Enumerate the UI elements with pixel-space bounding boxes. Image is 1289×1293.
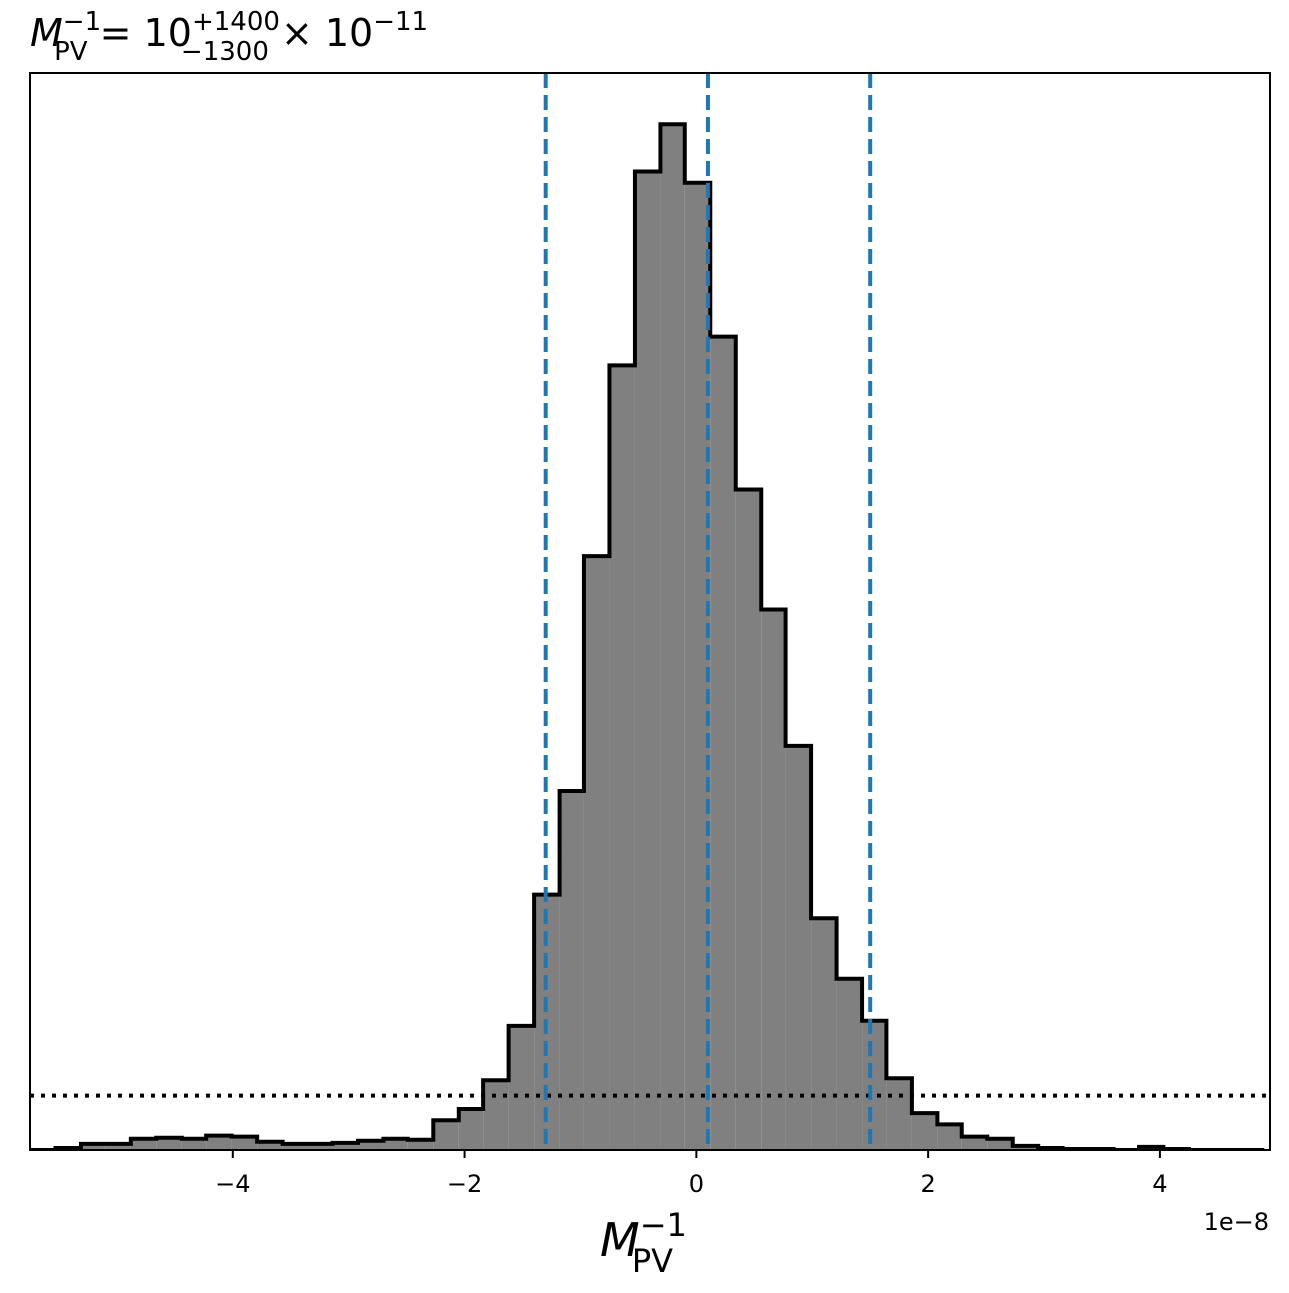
plot-frame [29,72,1271,1151]
histogram-bar [735,489,762,1150]
histogram-bar [660,124,685,1150]
histogram-bar [80,1143,106,1150]
histogram-bar [181,1138,207,1150]
histogram-bar [987,1138,1013,1150]
chart-title: M−1 PV = 10+1400 −1300 × 10−11 [30,7,428,67]
histogram-bar [862,1020,887,1150]
histogram-bar [937,1124,962,1150]
x-tick-label: 2 [920,1170,935,1198]
histogram-outline [30,122,1265,1150]
histogram-bar [886,1078,912,1150]
histogram-bar [306,1143,333,1150]
histogram-bar [710,336,736,1150]
x-axis-offset-label: 1e−8 [1204,1208,1269,1236]
histogram-bar [508,1025,535,1150]
x-tick-label: −2 [447,1170,482,1198]
histogram-bar [383,1138,408,1150]
histogram-bar [357,1140,384,1150]
histogram-bar [583,556,610,1150]
histogram-bar [332,1142,358,1150]
histogram-bar [257,1141,283,1150]
histogram-bar [811,918,837,1150]
histogram-bar [231,1136,258,1150]
x-tick-label: −4 [215,1170,250,1198]
histogram-bar [609,365,635,1150]
histogram-bar [836,978,863,1150]
histogram-bar [130,1138,157,1150]
plot-area: −4 −2 0 2 4 [29,72,1271,1198]
x-tick-label: 4 [1152,1170,1167,1198]
histogram-bar [559,791,584,1150]
histogram-bar [483,1080,509,1150]
histogram-bar [458,1108,484,1150]
histogram-bar [911,1113,938,1150]
x-tick-label: 0 [689,1170,704,1198]
histogram-bar [282,1143,307,1150]
histogram-bar [407,1139,434,1150]
histogram-bar [785,745,812,1150]
x-axis-label: M−1 PV [600,1206,687,1280]
histogram-bar [1012,1145,1039,1150]
histogram-bar [634,171,661,1150]
histogram-bar [961,1136,988,1150]
histogram-bar [433,1120,459,1150]
histogram-bar [206,1135,232,1150]
histogram-bar [105,1143,131,1150]
histogram-bar [156,1137,182,1150]
histogram-bar [761,609,786,1150]
